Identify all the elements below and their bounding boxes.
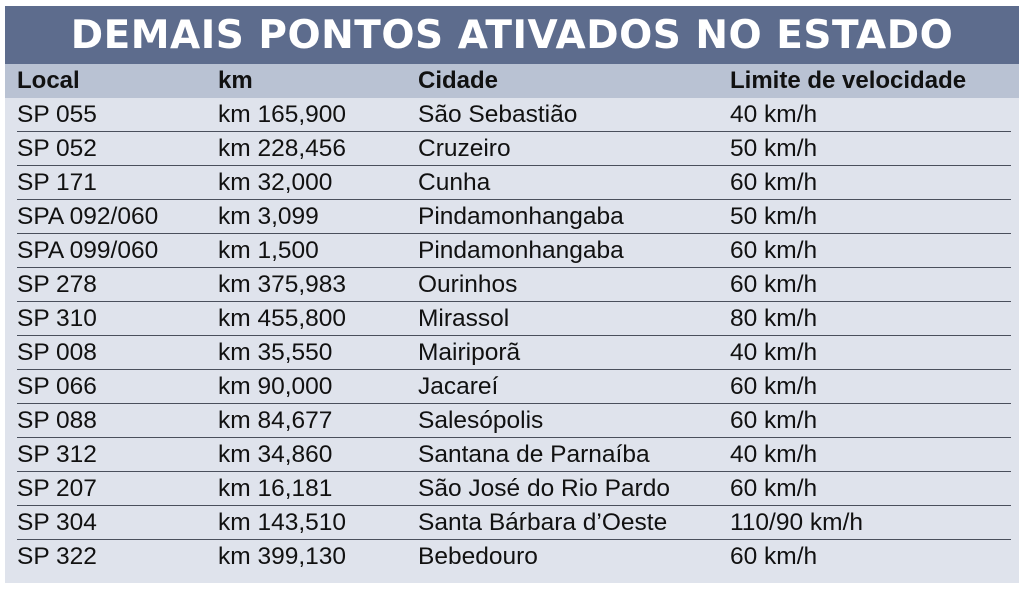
cell-km: km 228,456 (218, 135, 347, 162)
row-divider (17, 233, 1011, 234)
cell-cidade: Salesópolis (418, 407, 544, 434)
cell-local: SPA 092/060 (17, 203, 159, 230)
cell-limite: 50 km/h (730, 203, 818, 230)
table-header-row: Local km Cidade Limite de velocidade (5, 64, 1019, 98)
table-row: SP 052 km 228,456 Cruzeiro 50 km/h (5, 132, 1019, 166)
cell-local: SP 088 (17, 407, 97, 434)
cell-cidade: Santa Bárbara d’Oeste (418, 509, 668, 536)
cell-km: km 3,099 (218, 203, 319, 230)
table-row: SP 207 km 16,181 São José do Rio Pardo 60 k… (5, 472, 1019, 506)
cell-limite: 50 km/h (730, 135, 818, 162)
cell-km: km 32,000 (218, 169, 333, 196)
cell-local: SP 052 (17, 135, 97, 162)
column-header-local: Local (17, 67, 80, 94)
cell-local: SP 008 (17, 339, 97, 366)
cell-km: km 16,181 (218, 475, 333, 502)
table-row: SP 008 km 35,550 Mairiporã 40 km/h (5, 336, 1019, 370)
cell-cidade: Mirassol (418, 305, 510, 332)
cell-cidade: Mairiporã (418, 339, 521, 366)
cell-cidade: Jacareí (418, 373, 499, 400)
table-row: SP 322 km 399,130 Bebedouro 60 km/h (5, 540, 1019, 574)
row-divider (17, 403, 1011, 404)
cell-km: km 1,500 (218, 237, 319, 264)
table-row: SP 310 km 455,800 Mirassol 80 km/h (5, 302, 1019, 336)
cell-km: km 35,550 (218, 339, 333, 366)
cell-km: km 399,130 (218, 543, 347, 570)
table-row: SP 171 km 32,000 Cunha 60 km/h (5, 166, 1019, 200)
cell-limite: 40 km/h (730, 339, 818, 366)
row-divider (17, 369, 1011, 370)
cell-limite: 60 km/h (730, 271, 818, 298)
cell-local: SP 207 (17, 475, 97, 502)
table-row: SPA 099/060 km 1,500 Pindamonhangaba 60 km/… (5, 234, 1019, 268)
cell-km: km 34,860 (218, 441, 333, 468)
cell-local: SPA 099/060 (17, 237, 159, 264)
column-header-cidade: Cidade (418, 67, 499, 94)
row-divider (17, 199, 1011, 200)
cell-local: SP 322 (17, 543, 97, 570)
cell-local: SP 312 (17, 441, 97, 468)
cell-cidade: Cruzeiro (418, 135, 511, 162)
cell-km: km 375,983 (218, 271, 347, 298)
cell-cidade: Santana de Parnaíba (418, 441, 650, 468)
cell-cidade: São Sebastião (418, 101, 578, 128)
cell-local: SP 278 (17, 271, 97, 298)
cell-km: km 90,000 (218, 373, 333, 400)
column-header-km: km (218, 67, 253, 94)
table-row: SPA 092/060 km 3,099 Pindamonhangaba 50 km/… (5, 200, 1019, 234)
cell-limite: 40 km/h (730, 101, 818, 128)
cell-limite: 40 km/h (730, 441, 818, 468)
cell-cidade: São José do Rio Pardo (418, 475, 670, 502)
row-divider (17, 335, 1011, 336)
row-divider (17, 437, 1011, 438)
row-divider (17, 539, 1011, 540)
cell-cidade: Pindamonhangaba (418, 203, 624, 230)
cell-km: km 165,900 (218, 101, 347, 128)
cell-limite: 60 km/h (730, 543, 818, 570)
cell-km: km 143,510 (218, 509, 347, 536)
cell-cidade: Pindamonhangaba (418, 237, 624, 264)
cell-limite: 60 km/h (730, 169, 818, 196)
table-row: SP 304 km 143,510 Santa Bárbara d’Oeste 110… (5, 506, 1019, 540)
table-row: SP 066 km 90,000 Jacareí 60 km/h (5, 370, 1019, 404)
cell-km: km 455,800 (218, 305, 347, 332)
cell-limite: 60 km/h (730, 373, 818, 400)
table-row: SP 088 km 84,677 Salesópolis 60 km/h (5, 404, 1019, 438)
cell-limite: 110/90 km/h (730, 509, 864, 536)
table-row: SP 278 km 375,983 Ourinhos 60 km/h (5, 268, 1019, 302)
cell-cidade: Cunha (418, 169, 491, 196)
table-row: SP 312 km 34,860 Santana de Parnaíba 40 km/… (5, 438, 1019, 472)
row-divider (17, 471, 1011, 472)
cell-local: SP 055 (17, 101, 97, 128)
row-divider (17, 131, 1011, 132)
table-row: SP 055 km 165,900 São Sebastião 40 km/h (5, 98, 1019, 132)
cell-local: SP 310 (17, 305, 97, 332)
title-bar: DEMAIS PONTOS ATIVADOS NO ESTADO (5, 6, 1019, 64)
row-divider (17, 267, 1011, 268)
cell-cidade: Bebedouro (418, 543, 538, 570)
row-divider (17, 505, 1011, 506)
cell-limite: 60 km/h (730, 237, 818, 264)
cell-limite: 80 km/h (730, 305, 818, 332)
cell-limite: 60 km/h (730, 475, 818, 502)
cell-cidade: Ourinhos (418, 271, 518, 298)
cell-local: SP 171 (17, 169, 97, 196)
cell-local: SP 066 (17, 373, 97, 400)
cell-km: km 84,677 (218, 407, 333, 434)
column-header-limite: Limite de velocidade (730, 67, 967, 94)
row-divider (17, 165, 1011, 166)
speed-points-table-panel: DEMAIS PONTOS ATIVADOS NO ESTADO Local k… (5, 6, 1019, 583)
cell-local: SP 304 (17, 509, 97, 536)
table-body: SP 055 km 165,900 São Sebastião 40 km/h SP 0… (5, 98, 1019, 574)
row-divider (17, 301, 1011, 302)
table-title: DEMAIS PONTOS ATIVADOS NO ESTADO (70, 12, 954, 58)
cell-limite: 60 km/h (730, 407, 818, 434)
